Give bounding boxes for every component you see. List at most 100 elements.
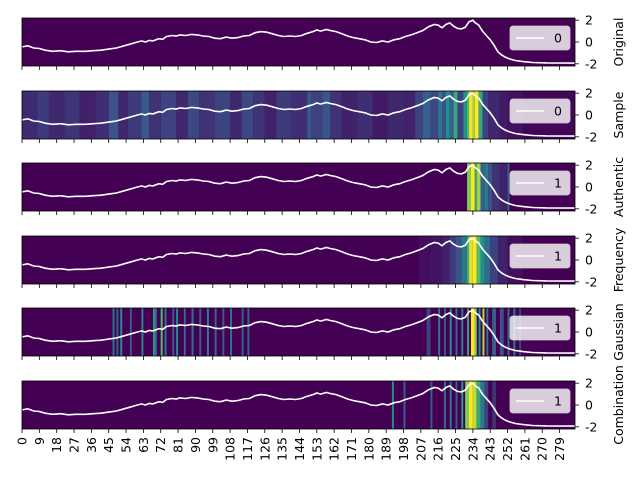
panel-ylabel: Frequency bbox=[611, 227, 626, 292]
panel-gaussian: -2 0 2 Gaussian 1 bbox=[21, 303, 626, 361]
heat-band bbox=[442, 236, 450, 284]
x-tick-label: 63 bbox=[136, 437, 151, 453]
heat-band bbox=[120, 308, 123, 356]
x-tick-label: 126 bbox=[257, 437, 272, 461]
y-tick-label: 2 bbox=[585, 86, 593, 101]
heat-band bbox=[476, 163, 481, 211]
panel-ylabel: Original bbox=[611, 18, 626, 67]
heat-band bbox=[129, 308, 132, 356]
x-tick-label: 45 bbox=[101, 437, 116, 453]
heat-band bbox=[116, 308, 119, 356]
x-tick-label: 189 bbox=[379, 437, 394, 461]
heat-band bbox=[465, 381, 470, 429]
heat-band bbox=[64, 91, 80, 139]
x-tick-label: 270 bbox=[535, 437, 550, 461]
signal-line bbox=[21, 92, 576, 137]
x-tick-label: 9 bbox=[32, 437, 47, 445]
x-tick-label: 171 bbox=[344, 437, 359, 461]
x-tick-label: 72 bbox=[153, 437, 168, 453]
heat-band bbox=[415, 91, 423, 139]
signal-line bbox=[21, 237, 576, 282]
heat-band bbox=[492, 381, 496, 429]
x-tick-label: 27 bbox=[67, 437, 82, 453]
heat-band bbox=[206, 308, 209, 356]
x-tick-label: 153 bbox=[309, 437, 324, 461]
heat-band bbox=[499, 163, 508, 211]
heat-band bbox=[183, 308, 186, 356]
y-tick-label: 2 bbox=[585, 13, 593, 28]
heat-band bbox=[476, 236, 481, 284]
heat-band bbox=[187, 91, 200, 139]
heat-band bbox=[311, 91, 323, 139]
x-tick-label: 54 bbox=[119, 437, 134, 453]
heat-band bbox=[449, 236, 456, 284]
heat-band bbox=[112, 308, 115, 356]
x-tick-label: 180 bbox=[361, 437, 376, 461]
heat-band bbox=[247, 308, 250, 356]
heat-band bbox=[176, 308, 179, 356]
x-tick-label: 135 bbox=[275, 437, 290, 461]
signal-line bbox=[21, 309, 576, 354]
heat-band bbox=[241, 91, 254, 139]
heat-band bbox=[118, 91, 128, 139]
heat-band bbox=[474, 163, 477, 211]
y-tick-label: 2 bbox=[585, 376, 593, 391]
heat-band bbox=[492, 308, 496, 356]
heat-band bbox=[488, 91, 500, 139]
x-tick-label: 198 bbox=[396, 437, 411, 461]
heat-band bbox=[443, 308, 446, 356]
y-tick-label: -2 bbox=[585, 274, 597, 289]
signal-line bbox=[21, 164, 576, 209]
heat-band bbox=[153, 308, 155, 356]
x-tick-label: 117 bbox=[240, 437, 255, 461]
heat-band bbox=[438, 308, 441, 356]
x-tick-label: 90 bbox=[188, 437, 203, 453]
y-tick-label: 0 bbox=[585, 398, 593, 413]
heat-band bbox=[307, 91, 312, 139]
heat-band bbox=[478, 308, 481, 356]
heat-band bbox=[461, 236, 468, 284]
heat-band bbox=[79, 91, 96, 139]
legend-label: 0 bbox=[554, 31, 562, 46]
panel-frequency: -2 0 2 Frequency 1 bbox=[21, 227, 626, 292]
heat-band bbox=[480, 236, 485, 284]
panel-ylabel: Combination bbox=[611, 365, 626, 445]
legend-label: 1 bbox=[554, 394, 562, 409]
y-tick-label: -2 bbox=[585, 346, 597, 361]
y-tick-label: 0 bbox=[585, 108, 593, 123]
heat-band bbox=[470, 163, 475, 211]
y-tick-label: 2 bbox=[585, 158, 593, 173]
heat-band bbox=[160, 308, 163, 356]
heat-band bbox=[241, 308, 244, 356]
heat-band bbox=[507, 163, 510, 211]
heat-band bbox=[469, 236, 473, 284]
panel-ylabel: Sample bbox=[611, 91, 626, 138]
x-tick-label: 252 bbox=[500, 437, 515, 461]
heat-band bbox=[442, 91, 446, 139]
signal-line bbox=[21, 382, 576, 427]
panel-original: -2 0 2 Original 0 bbox=[21, 13, 626, 71]
heat-band bbox=[214, 308, 217, 356]
heat-band bbox=[467, 91, 470, 139]
heat-band bbox=[486, 308, 489, 356]
x-tick-label: 279 bbox=[552, 437, 567, 461]
x-tick-label: 0 bbox=[15, 437, 30, 445]
heat-band bbox=[341, 91, 358, 139]
heat-band bbox=[214, 91, 231, 139]
heat-band bbox=[391, 381, 394, 429]
heat-band bbox=[37, 91, 49, 139]
heat-band bbox=[430, 381, 433, 429]
legend-label: 1 bbox=[554, 321, 562, 336]
heat-band bbox=[149, 91, 161, 139]
heat-band bbox=[469, 91, 473, 139]
y-tick-label: -2 bbox=[585, 201, 597, 216]
panel-sample: -2 0 2 Sample 0 bbox=[21, 86, 626, 144]
heat-band bbox=[422, 91, 431, 139]
heat-band bbox=[48, 91, 65, 139]
heat-band bbox=[388, 91, 404, 139]
heat-band bbox=[469, 381, 473, 429]
heat-band bbox=[497, 236, 508, 284]
x-tick-label: 225 bbox=[448, 437, 463, 461]
